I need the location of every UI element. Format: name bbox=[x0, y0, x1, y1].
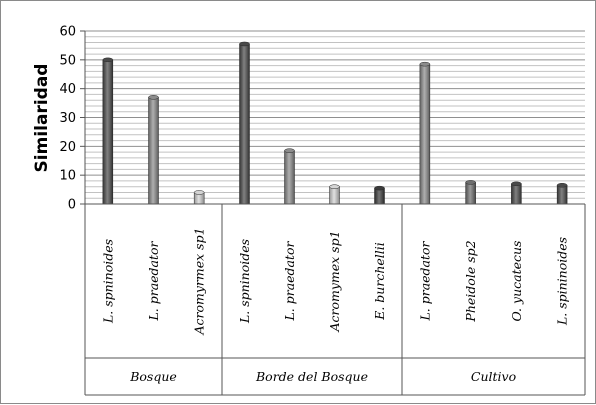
bar-shading bbox=[557, 185, 568, 204]
bar-shading bbox=[102, 59, 113, 205]
bar-cap bbox=[329, 184, 340, 189]
bar-cap bbox=[556, 183, 568, 188]
y-tick-label: 0 bbox=[68, 198, 76, 213]
y-tick-label: 50 bbox=[59, 53, 76, 68]
category-label: Pheidole sp2 bbox=[463, 240, 478, 322]
category-label: Acromymex sp1 bbox=[327, 230, 342, 332]
bar-shading bbox=[374, 188, 385, 204]
axes-layer bbox=[80, 30, 586, 396]
y-tick-label: 30 bbox=[59, 111, 76, 126]
bar-shading bbox=[329, 186, 340, 204]
category-label: L. praedator bbox=[282, 240, 297, 321]
bar-cap bbox=[284, 148, 295, 153]
bar-cap bbox=[148, 95, 159, 100]
bar-cap bbox=[465, 180, 476, 185]
y-tick-label: 10 bbox=[59, 169, 76, 184]
bars-layer bbox=[102, 41, 568, 205]
bar-cap bbox=[374, 185, 385, 191]
bar-shading bbox=[511, 183, 522, 204]
category-label: O. yucatecus bbox=[509, 241, 524, 322]
bar-shading bbox=[465, 182, 476, 204]
bar-cap bbox=[419, 61, 431, 67]
bar-shading bbox=[148, 97, 159, 204]
bar-cap bbox=[511, 181, 522, 187]
category-label: L. praedator bbox=[417, 240, 432, 321]
group-label: Bosque bbox=[129, 369, 177, 384]
labels-layer: 0 10 20 30 40 50 60 L. spninoides L. praedator Ac… bbox=[59, 25, 569, 385]
y-tick-label: 20 bbox=[59, 140, 76, 155]
y-axis-title: Similaridad bbox=[32, 64, 52, 173]
category-label: E. burchellii bbox=[372, 242, 387, 321]
y-tick-label: 40 bbox=[59, 82, 76, 97]
bar-cap bbox=[102, 57, 114, 63]
grid-layer bbox=[85, 30, 585, 205]
bar-cap bbox=[193, 190, 205, 195]
category-label: L. praedator bbox=[146, 240, 161, 321]
bar-cap bbox=[239, 41, 250, 47]
group-label: Borde del Bosque bbox=[255, 369, 368, 384]
bar-shading bbox=[194, 192, 205, 204]
category-label: L. spninoides bbox=[100, 239, 115, 324]
category-label: Acromyrmex sp1 bbox=[192, 227, 207, 335]
bar-shading bbox=[419, 64, 430, 205]
category-label: L. spninoides bbox=[237, 239, 252, 324]
group-label: Cultivo bbox=[471, 369, 516, 384]
bar-shading bbox=[284, 150, 295, 204]
bar-shading bbox=[239, 43, 250, 204]
category-label: L. spininoides bbox=[555, 237, 570, 326]
y-tick-label: 60 bbox=[59, 25, 76, 40]
